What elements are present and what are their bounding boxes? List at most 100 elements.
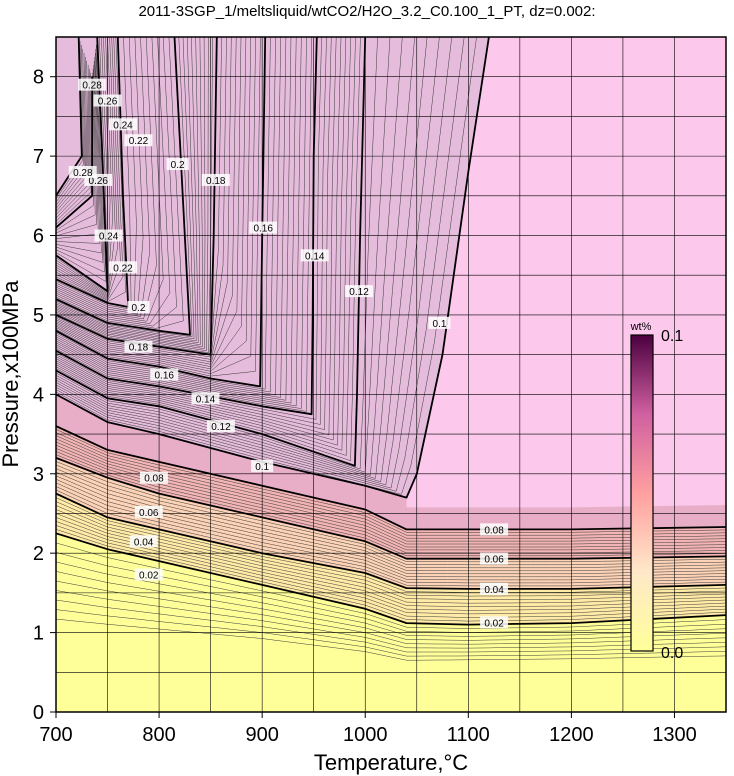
x-axis-label: Temperature,°C — [314, 750, 468, 775]
minor-contour — [56, 37, 184, 329]
contour-0.02 — [56, 532, 726, 626]
minor-contour — [56, 37, 351, 451]
minor-contour — [56, 37, 428, 483]
contour-label-text: 0.28 — [73, 168, 93, 179]
chart-title: 2011-3SGP_1/meltsliquid/wtCO2/H2O_3.2_C0… — [138, 3, 595, 20]
contour-label: 0.06 — [134, 505, 163, 519]
minor-contour — [56, 501, 726, 597]
contour-label-text: 0.08 — [144, 474, 164, 485]
minor-contour — [56, 44, 105, 273]
contour-label-text: 0.02 — [484, 618, 504, 629]
minor-contour — [56, 37, 124, 301]
y-tick-label: 5 — [33, 305, 44, 327]
minor-contour — [56, 432, 726, 536]
minor-contour — [56, 479, 726, 578]
minor-contour — [56, 37, 477, 495]
minor-contour — [56, 461, 726, 563]
contour-label: 0.22 — [109, 261, 137, 274]
minor-contour — [56, 37, 232, 363]
contour-label-bg — [134, 505, 163, 518]
minor-contour — [56, 599, 726, 653]
minor-contour — [56, 37, 203, 347]
contour-label: 0.28 — [68, 166, 97, 179]
contour-label: 0.2 — [127, 301, 150, 314]
contour-label-text: 0.22 — [113, 263, 133, 274]
y-axis-label: Pressure,x100MPa — [0, 280, 23, 468]
minor-contour — [56, 37, 332, 431]
contour-label-text: 0.18 — [129, 343, 149, 354]
contour-label-text: 0.12 — [349, 287, 369, 298]
minor-contour — [56, 37, 247, 370]
minor-contour — [56, 37, 242, 367]
contour-label-bg — [139, 471, 168, 484]
contour-0.06 — [56, 457, 726, 560]
contour-label-text: 0.14 — [305, 251, 325, 262]
minor-contour — [56, 37, 342, 441]
contour-label: 0.26 — [93, 94, 122, 108]
major-contours — [56, 37, 726, 626]
contour-label-text: 0.08 — [484, 525, 504, 536]
contour-0.04 — [56, 492, 726, 590]
minor-contour — [56, 37, 322, 420]
x-tick-label: 1100 — [447, 724, 490, 746]
minor-contour — [56, 454, 726, 557]
colorbar-scale — [630, 334, 654, 652]
minor-contour — [56, 37, 237, 365]
minor-contour — [56, 37, 197, 342]
colorbar: wt% 0.1 0.0 — [630, 321, 684, 662]
contour-label: 0.2 — [166, 158, 189, 171]
colorbar-unit: wt% — [630, 321, 652, 333]
contour-label-bg — [134, 568, 163, 581]
contour-label-text: 0.16 — [253, 224, 273, 235]
contour-label-text: 0.22 — [129, 136, 149, 147]
x-tick-label: 800 — [142, 724, 175, 746]
contour-label-bg — [345, 285, 374, 298]
minor-contour — [56, 37, 126, 303]
minor-contour — [56, 525, 726, 618]
y-tick-label: 2 — [33, 543, 44, 565]
minor-contour — [56, 37, 151, 317]
minor-contour — [56, 609, 726, 657]
contour-0.14 — [56, 37, 318, 416]
contour-label: 0.02 — [480, 616, 509, 629]
contour-label-bg — [93, 94, 122, 107]
contour-label-bg — [109, 118, 137, 131]
minor-contour — [56, 37, 171, 324]
contour-label-text: 0.1 — [432, 319, 446, 330]
contour-label-bg — [150, 368, 179, 381]
minor-contour — [56, 37, 157, 320]
y-axis: 0 1 2 3 4 5 6 7 8 — [33, 67, 56, 724]
minor-contour — [56, 72, 92, 225]
contour-label-text: 0.02 — [139, 571, 159, 582]
contour-label: 0.06 — [480, 552, 509, 566]
minor-contour — [56, 37, 337, 436]
minor-contour — [56, 37, 209, 351]
minor-contour — [56, 509, 726, 604]
minor-contour — [56, 618, 726, 661]
contour-label-bg — [206, 420, 235, 433]
contour-label-bg — [78, 78, 107, 91]
y-tick-label: 0 — [33, 702, 44, 724]
minor-contour — [56, 37, 199, 343]
contour-0.2 — [56, 37, 191, 336]
contour-label: 0.1 — [428, 316, 451, 330]
minor-contour — [56, 552, 726, 633]
contour-label: 0.16 — [150, 368, 179, 382]
contour-label: 0.24 — [94, 229, 123, 243]
contour-label-text: 0.06 — [139, 508, 159, 519]
minor-contour — [56, 48, 104, 263]
contour-label: 0.18 — [201, 173, 230, 187]
contour-label: 0.08 — [139, 471, 168, 485]
colorbar-min-label: 0.0 — [661, 645, 683, 662]
contour-label-text: 0.06 — [484, 555, 504, 566]
minor-contour — [56, 37, 222, 358]
minor-contour — [56, 68, 91, 222]
y-tick-label: 3 — [33, 464, 44, 486]
contour-0.18 — [56, 37, 218, 356]
y-tick-label: 1 — [33, 623, 44, 645]
contour-label-bg — [480, 552, 509, 565]
minor-contour — [56, 37, 415, 479]
contour-label-text: 0.26 — [89, 176, 109, 187]
contour-label-text: 0.1 — [255, 462, 269, 473]
contour-0.12 — [56, 37, 367, 467]
